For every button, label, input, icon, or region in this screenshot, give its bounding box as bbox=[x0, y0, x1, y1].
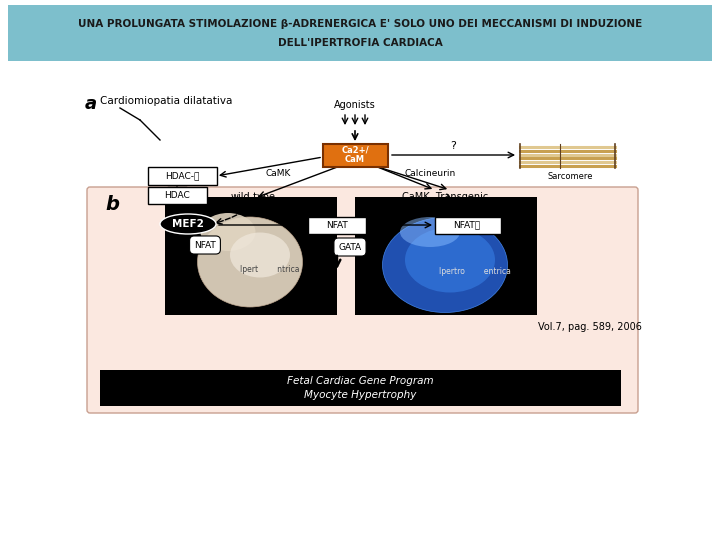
FancyBboxPatch shape bbox=[434, 217, 500, 233]
Text: NFAT: NFAT bbox=[194, 240, 216, 249]
Text: Ipertro        entrica: Ipertro entrica bbox=[439, 267, 511, 276]
Text: HDAC-Ⓩ: HDAC-Ⓩ bbox=[165, 172, 199, 180]
Text: GATA: GATA bbox=[338, 242, 361, 252]
Text: HDAC: HDAC bbox=[164, 191, 190, 199]
FancyBboxPatch shape bbox=[99, 369, 621, 406]
Ellipse shape bbox=[382, 218, 508, 313]
Text: Sarcomere: Sarcomere bbox=[547, 172, 593, 181]
Text: NFAT: NFAT bbox=[326, 220, 348, 230]
Ellipse shape bbox=[160, 214, 216, 234]
Text: CaMK: CaMK bbox=[265, 169, 291, 178]
FancyBboxPatch shape bbox=[148, 186, 207, 204]
Text: Agonists: Agonists bbox=[334, 100, 376, 110]
Ellipse shape bbox=[400, 217, 460, 247]
Text: a: a bbox=[85, 95, 97, 113]
Text: UNA PROLUNGATA STIMOLAZIONE β-ADRENERGICA E' SOLO UNO DEI MECCANISMI DI INDUZION: UNA PROLUNGATA STIMOLAZIONE β-ADRENERGIC… bbox=[78, 19, 642, 29]
Text: Ipert        ntrica: Ipert ntrica bbox=[240, 266, 300, 274]
FancyBboxPatch shape bbox=[307, 217, 366, 233]
Text: Vol.7, pag. 589, 2006: Vol.7, pag. 589, 2006 bbox=[538, 322, 642, 332]
Text: MEF2: MEF2 bbox=[172, 219, 204, 229]
Text: ?: ? bbox=[450, 141, 456, 151]
FancyBboxPatch shape bbox=[8, 5, 712, 61]
Text: b: b bbox=[105, 195, 119, 214]
FancyBboxPatch shape bbox=[87, 187, 638, 413]
FancyBboxPatch shape bbox=[355, 197, 537, 315]
Ellipse shape bbox=[405, 227, 495, 293]
Text: Cardiomiopatia dilatativa: Cardiomiopatia dilatativa bbox=[100, 96, 233, 106]
FancyBboxPatch shape bbox=[323, 144, 387, 166]
Ellipse shape bbox=[197, 217, 302, 307]
Text: CaMK  Transgenic: CaMK Transgenic bbox=[402, 192, 488, 202]
Text: Ca2+/
CaM: Ca2+/ CaM bbox=[341, 146, 369, 164]
FancyBboxPatch shape bbox=[148, 166, 217, 185]
Text: wild-type: wild-type bbox=[230, 192, 276, 202]
Text: Fetal Cardiac Gene Program
Myocyte Hypertrophy: Fetal Cardiac Gene Program Myocyte Hyper… bbox=[287, 376, 433, 400]
Ellipse shape bbox=[200, 213, 256, 251]
Text: NFATⓏ: NFATⓏ bbox=[454, 220, 480, 230]
Text: DELL'IPERTROFIA CARDIACA: DELL'IPERTROFIA CARDIACA bbox=[278, 38, 442, 48]
FancyBboxPatch shape bbox=[165, 197, 337, 315]
Text: Calcineurin: Calcineurin bbox=[405, 169, 456, 178]
Ellipse shape bbox=[230, 233, 290, 278]
